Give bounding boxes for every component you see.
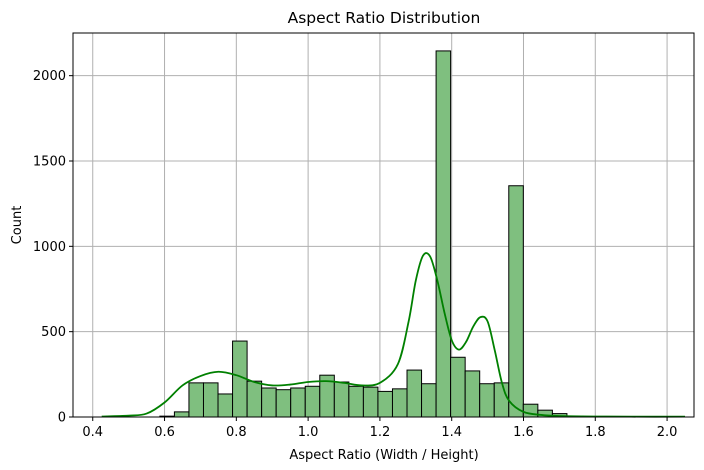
x-tick-label: 0.8 <box>226 425 247 440</box>
histogram-bar <box>261 387 277 418</box>
histogram-bar <box>304 385 321 418</box>
x-tick-label: 1.2 <box>370 425 391 440</box>
histogram-bar <box>377 390 393 418</box>
histogram-bar <box>217 393 234 418</box>
histogram-bar <box>391 388 408 418</box>
x-axis-label: Aspect Ratio (Width / Height) <box>289 448 478 463</box>
y-tick-label: 500 <box>41 325 66 340</box>
histogram-bar <box>188 382 204 418</box>
histogram-bar <box>450 356 466 418</box>
histogram-bar <box>173 411 190 418</box>
histogram-bar <box>348 385 364 418</box>
ticks-layer: 0.4 0.6 0.8 1.0 1.2 1.4 1.6 1.8 2.0 0 500 1000 1500 2… <box>33 69 678 440</box>
histogram-bar <box>246 380 263 418</box>
histogram-bar <box>362 386 379 418</box>
x-tick-label: 0.4 <box>82 425 103 440</box>
x-tick-label: 2.0 <box>657 425 678 440</box>
histogram-bar <box>406 369 423 418</box>
kde-curve <box>101 252 686 418</box>
histogram-bar <box>275 389 292 418</box>
y-tick-label: 2000 <box>33 69 66 84</box>
plot-area-frame <box>72 32 695 418</box>
histogram-bar <box>435 50 452 418</box>
kde-layer <box>101 252 686 418</box>
histogram-bar <box>464 370 481 418</box>
histogram-bar <box>202 382 219 418</box>
histogram-bar <box>290 387 306 418</box>
y-axis-label: Count <box>10 206 25 245</box>
histogram-bar <box>508 185 524 418</box>
y-tick-label: 1000 <box>33 240 66 255</box>
histogram-bar <box>493 382 510 418</box>
y-tick-label: 0 <box>58 411 66 426</box>
histogram-bar <box>421 383 437 418</box>
x-tick-label: 1.8 <box>585 425 606 440</box>
histogram-bar <box>479 383 495 418</box>
bars-layer <box>159 50 582 418</box>
y-tick-label: 1500 <box>33 155 66 170</box>
x-tick-label: 1.4 <box>441 425 462 440</box>
x-tick-label: 0.6 <box>154 425 175 440</box>
x-tick-label: 1.6 <box>513 425 534 440</box>
chart-title: Aspect Ratio Distribution <box>288 9 481 27</box>
histogram-bar <box>333 381 350 418</box>
x-tick-label: 1.0 <box>298 425 319 440</box>
grid-layer <box>73 33 694 418</box>
